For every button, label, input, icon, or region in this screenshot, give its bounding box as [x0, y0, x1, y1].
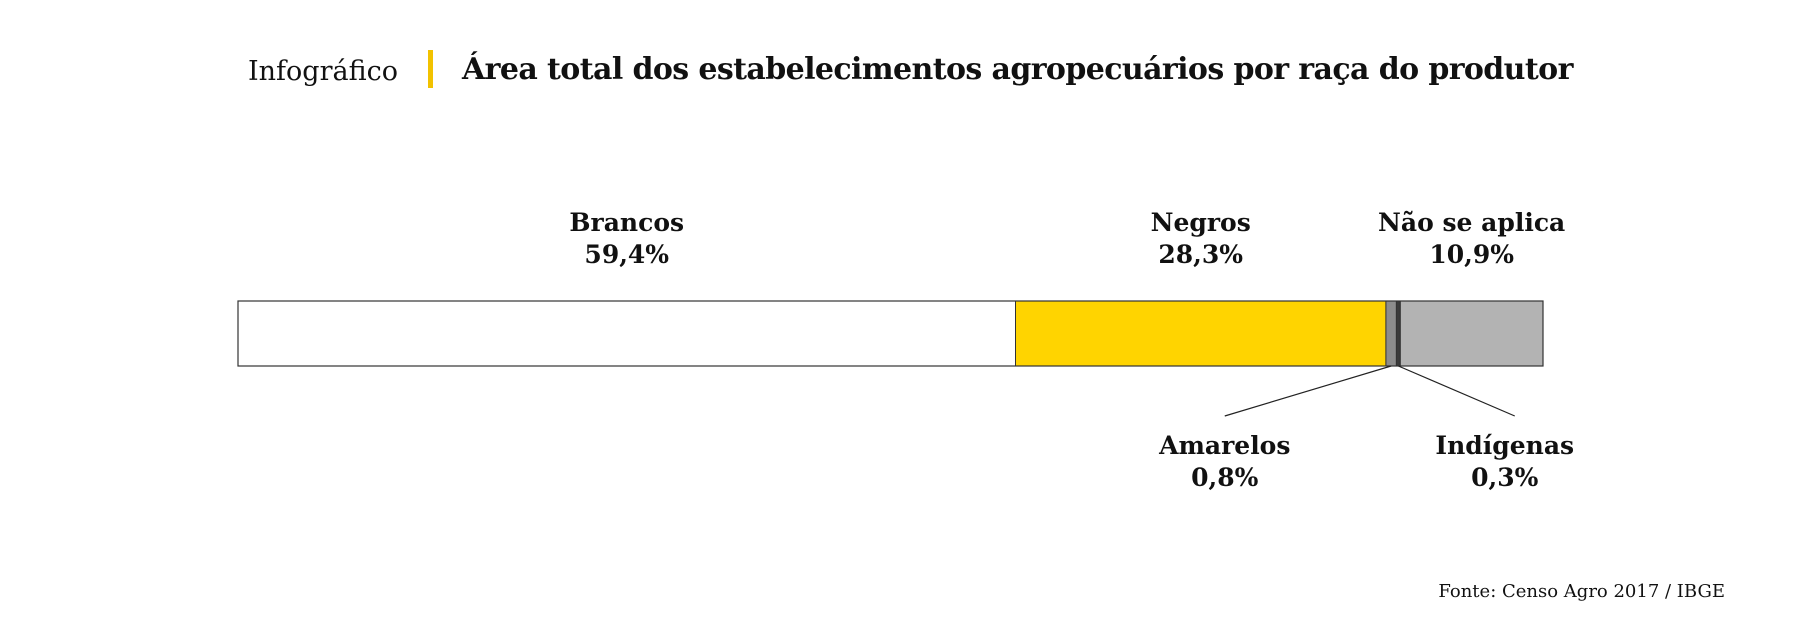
segment-value-negros: 28,3%	[1158, 240, 1243, 269]
bar-outline	[237, 300, 1544, 367]
chart-header: Infográfico Área total dos estabelecimen…	[248, 50, 1648, 94]
chart-title: Área total dos estabelecimentos agropecu…	[462, 52, 1573, 87]
bar-segment-indigenas	[1395, 300, 1401, 367]
bar-segment-nao-se-aplica	[1399, 300, 1544, 367]
segment-value-nao-se-aplica: 10,9%	[1429, 240, 1514, 269]
source-note: Fonte: Censo Agro 2017 / IBGE	[1438, 581, 1725, 602]
segment-name-brancos: Brancos	[569, 208, 684, 237]
bar-segment-negros	[1015, 300, 1387, 367]
segment-name-negros: Negros	[1151, 208, 1251, 237]
segment-value-brancos: 59,4%	[584, 240, 669, 269]
bar-segment-brancos	[237, 300, 1017, 367]
leader-line-indigenas	[1398, 365, 1516, 417]
kicker-label: Infográfico	[248, 56, 398, 87]
segment-value-amarelos: 0,8%	[1191, 463, 1258, 492]
leader-line-amarelos	[1224, 365, 1392, 417]
segment-name-indigenas: Indígenas	[1435, 431, 1574, 460]
segment-name-amarelos: Amarelos	[1158, 431, 1290, 460]
segment-name-nao-se-aplica: Não se aplica	[1378, 208, 1565, 237]
bar-segment-amarelos	[1385, 300, 1397, 367]
title-divider	[428, 50, 433, 88]
segment-value-indigenas: 0,3%	[1471, 463, 1538, 492]
